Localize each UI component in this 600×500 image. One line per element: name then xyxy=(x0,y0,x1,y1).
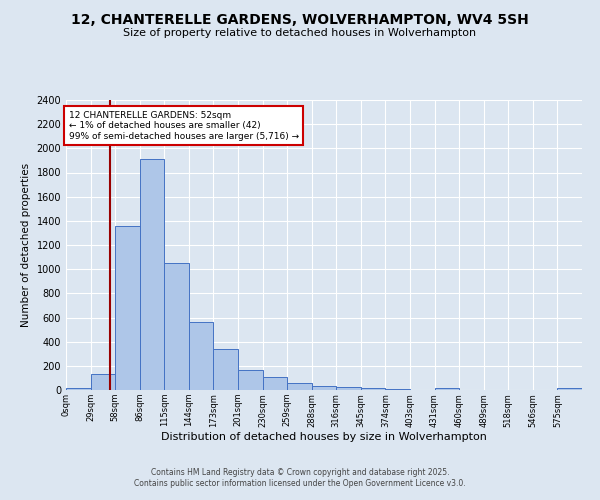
Bar xyxy=(557,388,582,390)
Y-axis label: Number of detached properties: Number of detached properties xyxy=(21,163,31,327)
Bar xyxy=(263,376,287,390)
Bar xyxy=(66,388,91,390)
Bar xyxy=(115,226,140,390)
Text: Contains HM Land Registry data © Crown copyright and database right 2025.
Contai: Contains HM Land Registry data © Crown c… xyxy=(134,468,466,487)
Bar xyxy=(434,388,459,390)
Text: 12, CHANTERELLE GARDENS, WOLVERHAMPTON, WV4 5SH: 12, CHANTERELLE GARDENS, WOLVERHAMPTON, … xyxy=(71,12,529,26)
Bar xyxy=(189,322,214,390)
Text: 12 CHANTERELLE GARDENS: 52sqm
← 1% of detached houses are smaller (42)
99% of se: 12 CHANTERELLE GARDENS: 52sqm ← 1% of de… xyxy=(68,111,299,140)
Bar xyxy=(164,262,189,390)
Bar xyxy=(214,349,238,390)
X-axis label: Distribution of detached houses by size in Wolverhampton: Distribution of detached houses by size … xyxy=(161,432,487,442)
Bar xyxy=(361,388,385,390)
Bar xyxy=(312,386,336,390)
Bar xyxy=(336,387,361,390)
Text: Size of property relative to detached houses in Wolverhampton: Size of property relative to detached ho… xyxy=(124,28,476,38)
Bar xyxy=(287,383,312,390)
Bar xyxy=(140,159,164,390)
Bar xyxy=(91,374,115,390)
Bar xyxy=(385,389,410,390)
Bar xyxy=(238,370,263,390)
